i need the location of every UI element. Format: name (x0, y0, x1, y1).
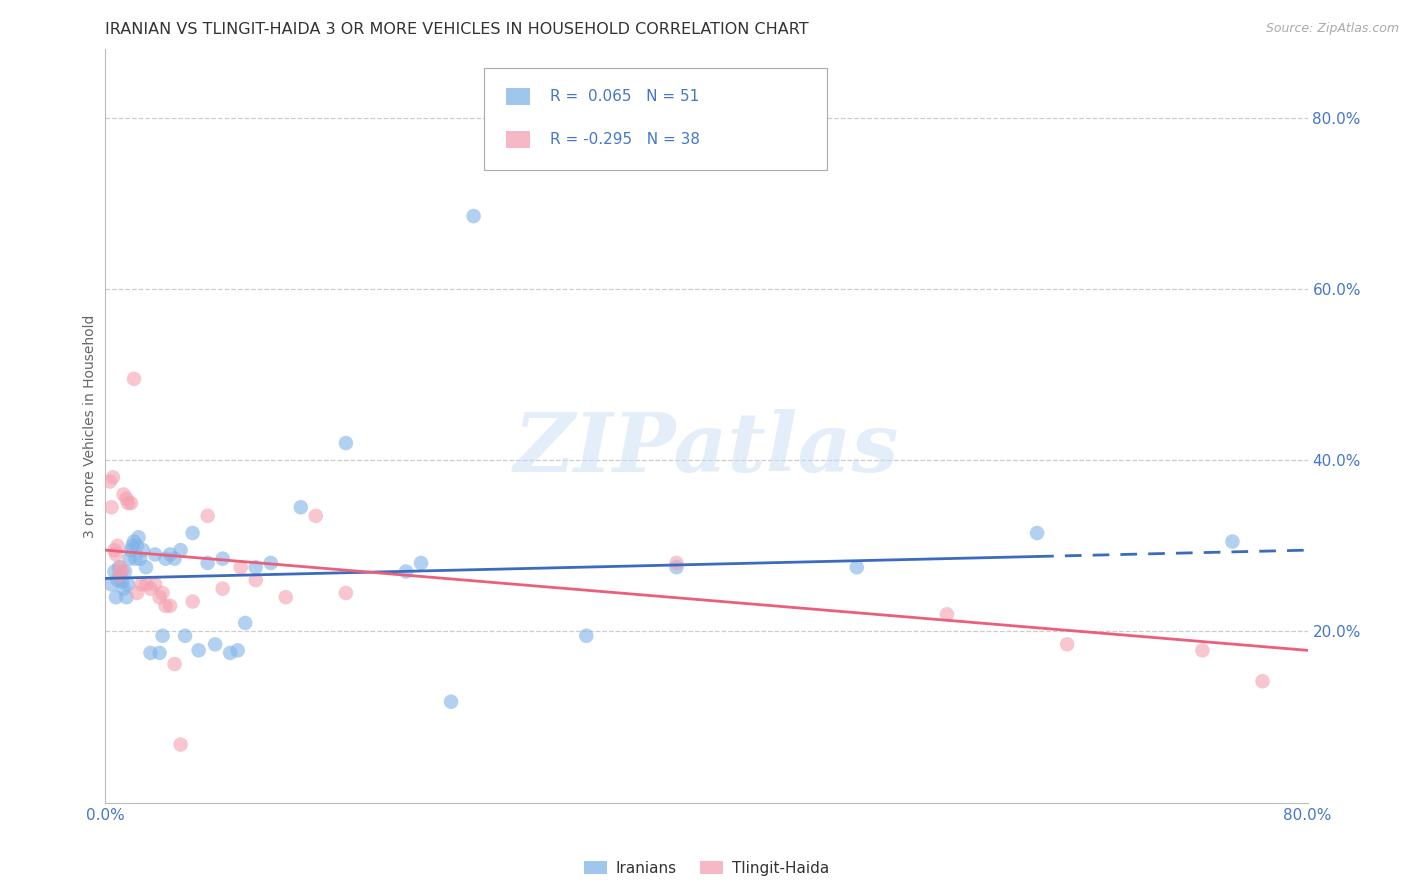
Point (111, 565, 134, 579)
Point (159, 548, 181, 562)
Point (103, 565, 125, 579)
Point (118, 551, 141, 566)
Point (132, 543, 155, 558)
Point (152, 586, 174, 600)
Point (148, 646, 170, 660)
Text: ZIPatlas: ZIPatlas (513, 409, 900, 489)
Point (121, 539, 143, 553)
Point (139, 582, 162, 596)
Point (163, 657, 186, 671)
Point (120, 496, 142, 510)
Point (204, 637, 226, 651)
Point (98, 475, 121, 489)
Point (143, 577, 166, 591)
Point (260, 556, 283, 570)
Point (125, 586, 148, 600)
Point (112, 487, 135, 501)
Point (211, 582, 233, 596)
Point (155, 599, 177, 613)
Point (108, 569, 131, 583)
Point (100, 500, 122, 515)
Point (129, 551, 152, 566)
Point (163, 551, 186, 566)
FancyBboxPatch shape (484, 68, 827, 169)
Point (159, 599, 181, 613)
Text: R = -0.295   N = 38: R = -0.295 N = 38 (550, 132, 700, 147)
Point (575, 629, 598, 643)
Point (104, 548, 127, 562)
Point (219, 646, 242, 660)
Point (125, 539, 148, 553)
Point (395, 565, 418, 579)
Point (124, 551, 146, 566)
Point (440, 695, 463, 709)
Point (131, 577, 153, 591)
Point (128, 530, 150, 544)
Point (181, 526, 204, 541)
Point (117, 577, 139, 591)
Point (169, 543, 191, 558)
Point (211, 551, 233, 566)
Point (108, 560, 131, 574)
Point (181, 594, 204, 608)
FancyBboxPatch shape (506, 88, 530, 105)
Point (1056, 637, 1078, 651)
Text: Source: ZipAtlas.com: Source: ZipAtlas.com (1265, 22, 1399, 36)
Point (245, 560, 267, 574)
Point (245, 573, 267, 587)
Point (148, 591, 170, 605)
Point (174, 629, 197, 643)
Point (111, 574, 134, 589)
Point (104, 591, 127, 605)
Point (1251, 674, 1274, 689)
Point (845, 560, 868, 574)
Point (100, 577, 122, 591)
Point (135, 577, 157, 591)
Point (101, 470, 124, 484)
Point (274, 591, 297, 605)
Legend: Iranians, Tlingit-Haida: Iranians, Tlingit-Haida (578, 855, 835, 882)
Point (665, 556, 688, 570)
Point (1191, 643, 1213, 657)
Point (110, 569, 132, 583)
Point (122, 534, 145, 549)
Point (229, 560, 252, 574)
Point (139, 646, 162, 660)
Point (120, 543, 142, 558)
Point (1026, 526, 1049, 541)
Point (155, 551, 177, 566)
Point (110, 560, 132, 574)
Point (107, 573, 129, 587)
Y-axis label: 3 or more Vehicles in Household: 3 or more Vehicles in Household (83, 314, 97, 538)
Point (290, 500, 312, 515)
Point (936, 607, 959, 622)
Point (103, 543, 125, 558)
Point (122, 372, 145, 386)
Point (463, 209, 485, 223)
Point (226, 643, 249, 657)
Point (114, 565, 136, 579)
Point (335, 436, 357, 450)
Text: IRANIAN VS TLINGIT-HAIDA 3 OR MORE VEHICLES IN HOUSEHOLD CORRELATION CHART: IRANIAN VS TLINGIT-HAIDA 3 OR MORE VEHIC… (105, 22, 808, 37)
FancyBboxPatch shape (506, 131, 530, 148)
Point (107, 539, 129, 553)
Point (143, 548, 166, 562)
Point (115, 591, 138, 605)
Point (665, 560, 688, 574)
Point (409, 556, 432, 570)
Point (197, 556, 219, 570)
Point (197, 508, 219, 523)
Point (1222, 534, 1244, 549)
Point (233, 615, 256, 630)
Point (169, 738, 191, 752)
Point (335, 586, 357, 600)
Point (112, 582, 135, 596)
Point (115, 491, 138, 506)
Point (305, 508, 328, 523)
Point (135, 560, 157, 574)
Point (187, 643, 209, 657)
Text: R =  0.065   N = 51: R = 0.065 N = 51 (550, 89, 700, 104)
Point (117, 496, 139, 510)
Point (152, 629, 174, 643)
